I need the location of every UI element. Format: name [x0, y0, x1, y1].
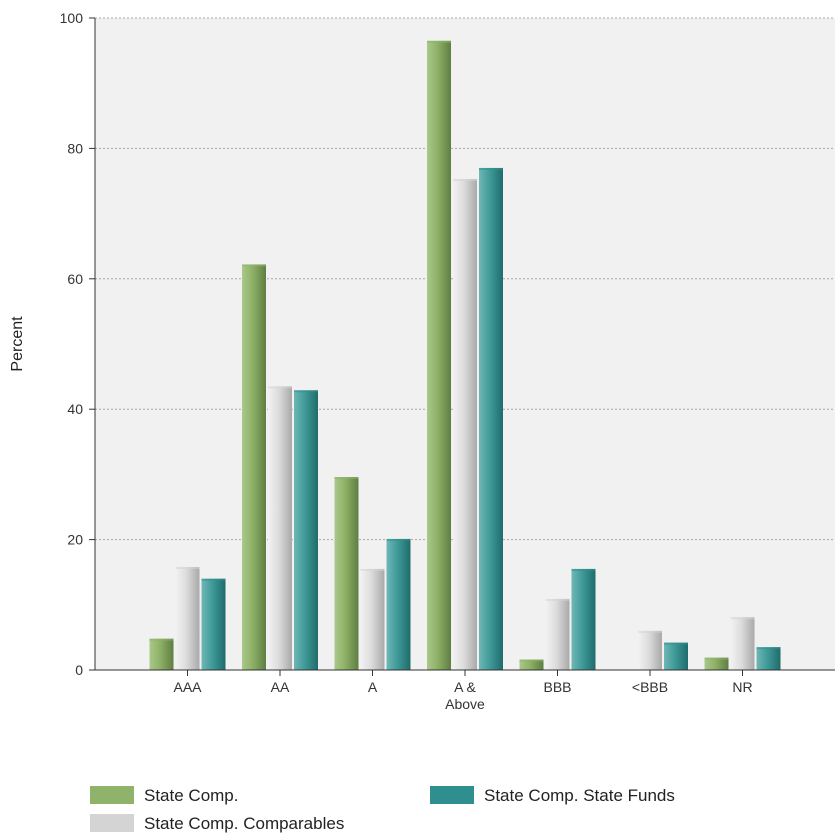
bar-top — [334, 477, 359, 480]
y-axis-title: Percent — [9, 316, 26, 372]
legend-label: State Comp. Comparables — [144, 814, 344, 833]
bar — [571, 568, 596, 670]
bar-top — [360, 568, 385, 571]
x-tick-label: NR — [732, 679, 752, 695]
bar — [360, 568, 385, 670]
bar-top — [664, 642, 688, 645]
bar-top — [201, 578, 226, 581]
bar-top — [519, 659, 544, 662]
bar-top — [268, 386, 292, 389]
legend-swatch — [430, 786, 474, 804]
legend-swatch — [90, 786, 134, 804]
bar — [201, 578, 226, 670]
bar-top — [704, 657, 729, 660]
x-tick-label: <BBB — [632, 679, 668, 695]
y-tick-label: 0 — [75, 662, 83, 678]
axes — [89, 17, 835, 676]
bar-top — [453, 179, 477, 182]
bar — [519, 659, 544, 670]
x-tick-label: AA — [271, 679, 290, 695]
bar — [242, 264, 266, 670]
x-tick-label: A & — [454, 679, 476, 695]
bar — [704, 657, 729, 670]
bar-top — [149, 638, 174, 641]
bar-top — [638, 630, 662, 633]
bar-top — [386, 538, 411, 541]
legend-label: State Comp. — [144, 786, 239, 805]
bar-top — [175, 566, 200, 569]
bar-top — [427, 40, 451, 43]
bar-top — [242, 264, 266, 267]
legend-swatch — [90, 814, 134, 832]
bar-top — [730, 617, 755, 620]
bar-top — [571, 568, 596, 571]
legend-label: State Comp. State Funds — [484, 786, 675, 805]
bar — [268, 386, 292, 670]
y-tick-label: 20 — [67, 532, 83, 548]
bar — [427, 40, 451, 670]
bar-top — [294, 390, 318, 393]
y-tick-label: 60 — [67, 271, 83, 287]
bar — [638, 630, 662, 670]
bar-top — [756, 647, 781, 650]
bar — [756, 647, 781, 670]
bar — [664, 642, 688, 670]
bar — [453, 179, 477, 670]
bars — [149, 40, 781, 670]
x-tick-label: A — [368, 679, 378, 695]
bar — [175, 566, 200, 670]
legend: State Comp. State Comp. Comparables State … — [90, 786, 675, 833]
bar — [294, 390, 318, 670]
y-tick-label: 80 — [67, 140, 83, 156]
bar — [386, 538, 411, 670]
y-tick-label: 100 — [60, 10, 84, 26]
bar — [334, 477, 359, 670]
bar — [730, 617, 755, 670]
x-tick-label: AAA — [173, 679, 202, 695]
bar-top — [545, 598, 570, 601]
x-tick-label: BBB — [543, 679, 571, 695]
bar — [545, 598, 570, 670]
y-tick-label: 40 — [67, 401, 83, 417]
bar — [149, 638, 174, 670]
bar-top — [479, 167, 503, 170]
bar — [479, 167, 503, 670]
x-tick-label: Above — [445, 696, 485, 712]
